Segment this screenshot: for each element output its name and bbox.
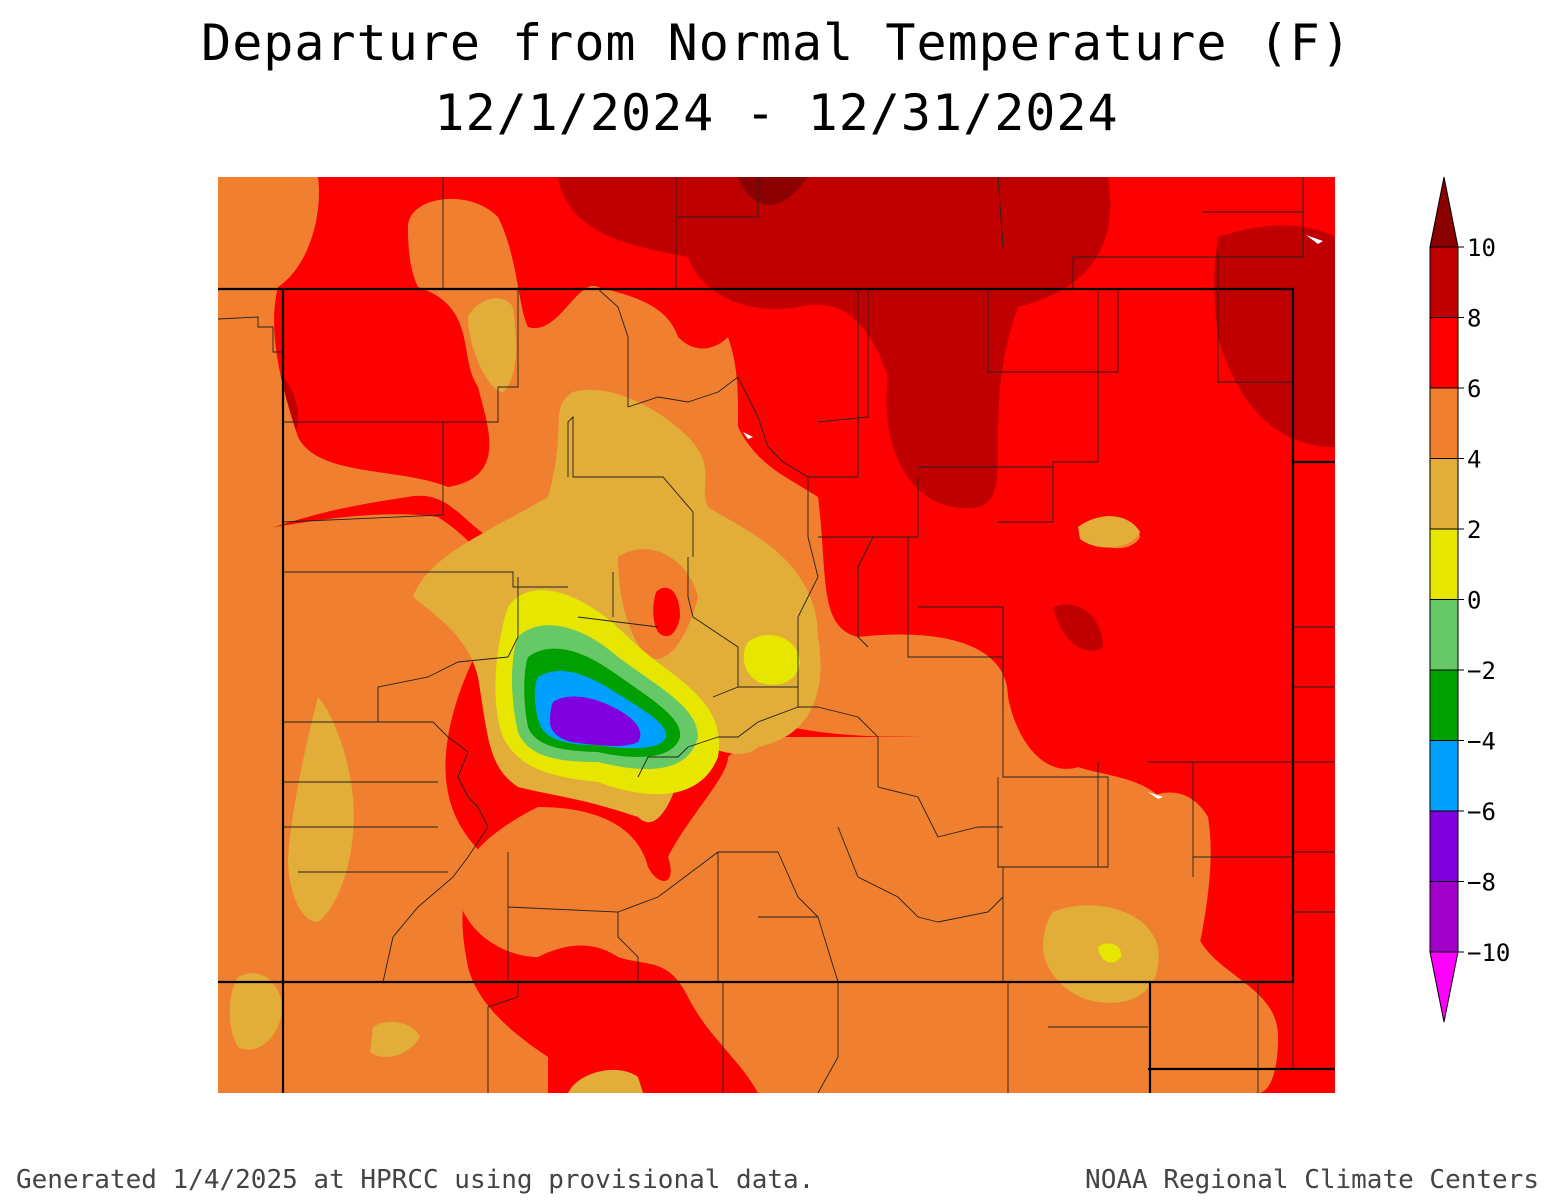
contour-6-to-8-pocket-2: [653, 587, 680, 637]
contour-2-to-4-west: [288, 697, 354, 922]
legend-label: 8: [1467, 305, 1481, 333]
legend-label: −4: [1467, 728, 1496, 756]
contour-minus8-to-minus6: [550, 696, 641, 746]
legend-label: −8: [1467, 869, 1496, 897]
legend-band: [1429, 951, 1459, 1023]
map-date-range: 12/1/2024 - 12/31/2024: [434, 84, 1119, 142]
legend-band: [1429, 881, 1459, 953]
legend-label: 10: [1467, 234, 1496, 262]
legend-band: [1429, 246, 1459, 318]
legend-band: [1429, 176, 1459, 248]
contour-0-to-2-southeast: [1098, 943, 1122, 963]
legend-label: −10: [1467, 939, 1510, 967]
legend-band: [1429, 387, 1459, 459]
source-credit: NOAA Regional Climate Centers: [1085, 1165, 1539, 1195]
contour-2-to-4-southwest: [229, 973, 283, 1050]
legend-label: 6: [1467, 375, 1481, 403]
map-title: Departure from Normal Temperature (F): [201, 14, 1352, 72]
contour-8-to-10-northeast: [1214, 225, 1335, 447]
contour-8-to-10-north: [558, 177, 1111, 509]
contour-2-to-4-south-edge: [568, 1069, 643, 1093]
legend-band: [1429, 599, 1459, 671]
contour-4-to-6-west-edge: [218, 514, 548, 1093]
contour-2-to-4-north: [468, 298, 516, 392]
lake-marker-northeast: [1306, 235, 1323, 244]
legend-band: [1429, 458, 1459, 530]
color-scale-legend: 10 8 6 4 2 0 −2 −4 −6 −8 −10: [1429, 176, 1510, 1023]
legend-label: −6: [1467, 798, 1496, 826]
contour-above-10-north: [738, 177, 808, 206]
legend-band: [1429, 740, 1459, 812]
legend-label: 4: [1467, 446, 1481, 474]
temperature-departure-map: [218, 177, 1335, 1093]
legend-band: [1429, 528, 1459, 600]
legend-band: [1429, 669, 1459, 741]
state-boundaries: [218, 287, 1335, 1093]
legend-label: −2: [1467, 657, 1496, 685]
legend-band: [1429, 317, 1459, 389]
contour-0-to-2-east: [743, 634, 800, 685]
county-boundaries: [218, 177, 1335, 1093]
contour-2-to-4-east: [1078, 516, 1140, 548]
lake-marker-east: [1148, 792, 1163, 799]
contour-8-to-10-east: [1053, 604, 1103, 651]
legend-label: 2: [1467, 516, 1481, 544]
lake-marker-north: [743, 432, 753, 439]
generated-note: Generated 1/4/2025 at HPRCC using provis…: [16, 1165, 815, 1195]
legend-label: 0: [1467, 587, 1481, 615]
contour-2-to-4-south: [370, 1021, 420, 1057]
legend-band: [1429, 810, 1459, 882]
